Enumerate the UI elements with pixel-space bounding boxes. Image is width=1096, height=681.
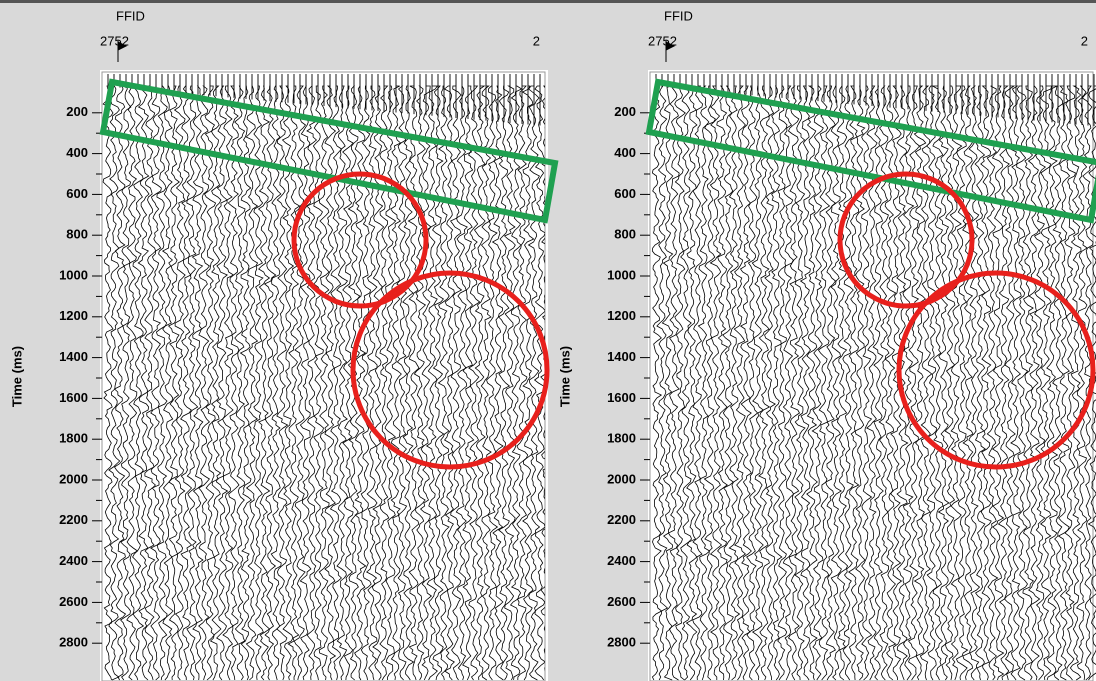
- top-border: [548, 0, 1096, 3]
- y-tick-label: 600: [66, 186, 88, 201]
- axis-label: Time (ms): [9, 346, 24, 407]
- y-tick-label: 2000: [59, 471, 88, 486]
- y-tick-label: 2800: [59, 635, 88, 650]
- axis-label: Time (ms): [557, 346, 572, 407]
- y-tick-label: 1200: [59, 308, 88, 323]
- axis-bg: [0, 0, 100, 681]
- y-tick-label: 2400: [59, 553, 88, 568]
- top-border: [0, 0, 548, 3]
- y-tick-label: 800: [66, 227, 88, 242]
- last-trace: 2: [1081, 33, 1088, 48]
- y-tick-label: 1600: [607, 390, 636, 405]
- y-tick-label: 2800: [607, 635, 636, 650]
- y-tick-label: 200: [66, 104, 88, 119]
- last-trace: 2: [533, 33, 540, 48]
- y-tick-label: 2200: [59, 512, 88, 527]
- y-tick-label: 2600: [59, 594, 88, 609]
- y-tick-label: 1600: [59, 390, 88, 405]
- y-tick-label: 1200: [607, 308, 636, 323]
- axis-bg: [548, 0, 648, 681]
- y-tick-label: 2400: [607, 553, 636, 568]
- y-tick-label: 600: [614, 186, 636, 201]
- y-tick-label: 400: [614, 145, 636, 160]
- y-tick-label: 400: [66, 145, 88, 160]
- y-tick-label: 2000: [607, 471, 636, 486]
- y-tick-label: 1000: [59, 267, 88, 282]
- y-tick-label: 2600: [607, 594, 636, 609]
- y-tick-label: 1000: [607, 267, 636, 282]
- y-tick-label: 2200: [607, 512, 636, 527]
- header-label: FFID: [664, 8, 693, 23]
- y-tick-label: 1800: [59, 431, 88, 446]
- y-tick-label: 200: [614, 104, 636, 119]
- header-label: FFID: [116, 8, 145, 23]
- seismic-view: FFID27522Time (ms)2004006008001000120014…: [0, 0, 1096, 681]
- y-tick-label: 800: [614, 227, 636, 242]
- y-tick-label: 1800: [607, 431, 636, 446]
- y-tick-label: 1400: [59, 349, 88, 364]
- y-tick-label: 1400: [607, 349, 636, 364]
